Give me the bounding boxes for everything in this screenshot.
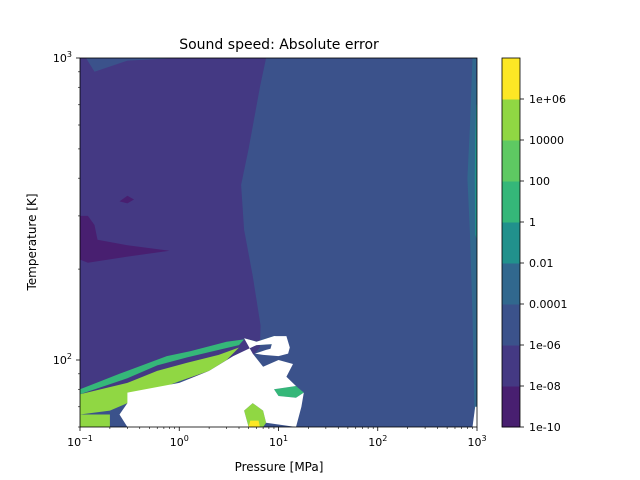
missing-data-region-0: [119, 336, 304, 427]
y-axis: 102 103: [53, 50, 80, 428]
missing-data-region-1: [472, 406, 477, 427]
x-tick-label-2: 101: [269, 434, 288, 449]
colorbar-label-0: 1e-10: [529, 421, 561, 434]
contour-region-9: [274, 386, 304, 398]
contour-region-1: [80, 215, 170, 263]
colorbar-band-4: [502, 222, 520, 264]
colorbar-band-1: [502, 345, 520, 387]
colorbar-band-6: [502, 140, 520, 182]
x-tick-label-4: 103: [467, 434, 486, 449]
colorbar-band-8: [502, 58, 520, 100]
contour-region-11: [248, 420, 260, 427]
colorbar-label-1: 1e-08: [529, 380, 561, 393]
colorbar: 1e-10 1e-08 1e-06 0.0001 0.01 1 100 10000 1e+06: [501, 57, 568, 434]
missing-data-region-2: [255, 336, 290, 357]
colorbar-frame: [501, 57, 521, 428]
contour-region-2: [119, 195, 134, 204]
contour-region-8: [80, 414, 110, 427]
contour-regions: [80, 58, 477, 427]
contour-region-0: [80, 58, 267, 400]
colorbar-label-5: 1: [529, 216, 536, 229]
colorbar-band-7: [502, 99, 520, 141]
x-tick-label-3: 102: [368, 434, 387, 449]
contour-region-7: [80, 347, 239, 415]
contour-region-4: [474, 104, 477, 240]
colorbar-band-2: [502, 304, 520, 346]
colorbar-label-6: 100: [529, 175, 550, 188]
contour-region-6: [80, 339, 245, 395]
x-tick-label-1: 100: [170, 434, 189, 449]
colorbar-band-5: [502, 181, 520, 223]
x-axis: 10−1 100 101 102 103: [67, 427, 487, 449]
colorbar-label-7: 10000: [529, 134, 564, 147]
colorbar-band-0: [502, 386, 520, 428]
contour-region-10: [244, 403, 267, 427]
y-tick-label-0: 102: [53, 352, 72, 367]
y-axis-label: Temperature [K]: [25, 193, 39, 291]
x-axis-label: Pressure [MPa]: [235, 460, 324, 474]
contour-region-3: [467, 58, 477, 427]
y-tick-label-1: 103: [53, 50, 72, 65]
chart-title: Sound speed: Absolute error: [179, 37, 379, 53]
colorbar-label-3: 0.0001: [529, 298, 568, 311]
colorbar-label-4: 0.01: [529, 257, 554, 270]
colorbar-label-2: 1e-06: [529, 339, 561, 352]
colorbar-band-3: [502, 263, 520, 305]
x-tick-label-0: 10−1: [67, 434, 93, 449]
colorbar-label-8: 1e+06: [529, 93, 566, 106]
